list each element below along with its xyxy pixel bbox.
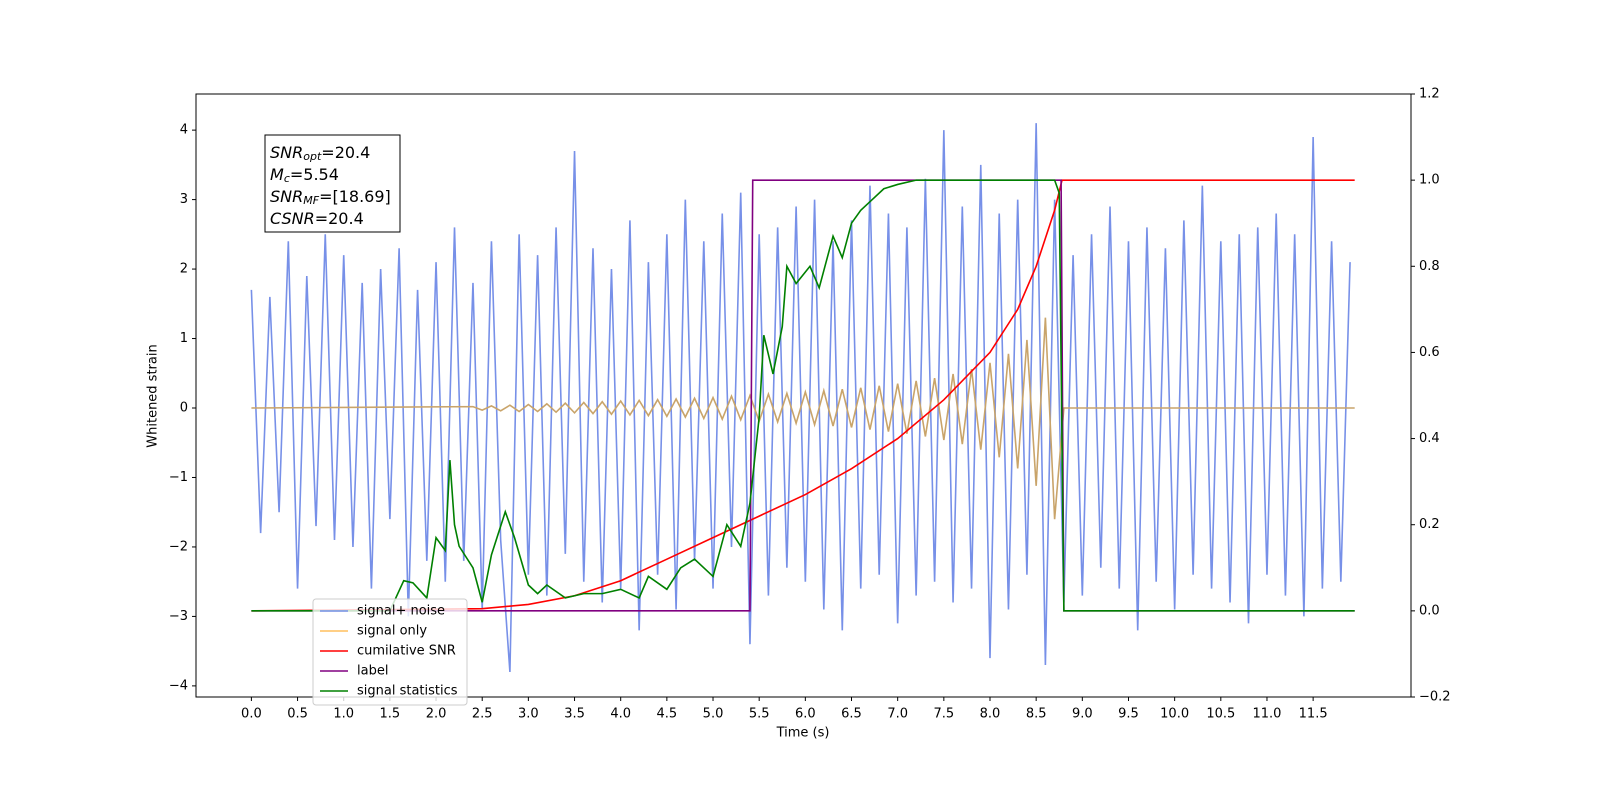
x-tick-label: 11.0 [1252,707,1281,722]
y2-tick-label: −0.2 [1419,690,1451,705]
stats-value: =20.4 [321,143,370,162]
x-tick-label: 7.0 [887,707,908,722]
stats-value: =20.4 [315,209,364,228]
x-tick-label: 4.0 [610,707,631,722]
legend-label: cumilative SNR [357,644,456,659]
x-tick-label: 6.5 [841,707,862,722]
stats-line: SNRMF=[18.69] [270,187,391,208]
y-tick-label: −2 [169,539,188,554]
x-tick-label: 4.5 [657,707,678,722]
y2-tick-label: 1.0 [1419,173,1440,188]
x-tick-label: 10.5 [1206,707,1235,722]
y-tick-label: −1 [169,470,188,485]
x-tick-label: 1.0 [333,707,354,722]
series-line [251,179,1355,612]
y-tick-label: 1 [180,331,188,346]
y-tick-label: 4 [180,123,188,138]
stats-box [264,134,401,233]
legend-box [312,598,468,706]
x-tick-label: 0.5 [287,707,308,722]
y2-tick-label: 1.2 [1419,87,1440,102]
x-tick-label: 9.5 [1118,707,1139,722]
x-tick-label: 6.0 [795,707,816,722]
stats-name: SNR [270,187,303,206]
y2-tick-label: 0.0 [1419,603,1440,618]
stats-name: M [270,165,284,184]
x-tick-label: 3.5 [564,707,585,722]
y2-tick-label: 0.4 [1419,431,1440,446]
stats-line: CSNR=20.4 [270,209,364,228]
y2-tick-label: 0.6 [1419,345,1440,360]
x-axis-label: Time (s) [776,726,830,741]
x-tick-label: 10.0 [1160,707,1189,722]
x-tick-label: 5.5 [749,707,770,722]
series-line [250,123,1351,673]
stats-line: SNRopt=20.4 [270,143,370,164]
stats-line: Mc=5.54 [270,165,339,186]
stats-value: =[18.69] [319,187,391,206]
y2-tick-label: 0.8 [1419,259,1440,274]
stats-value: =5.54 [290,165,339,184]
legend-label: signal statistics [357,684,458,699]
x-tick-label: 7.5 [933,707,954,722]
stats-sub: MF [303,194,319,207]
x-tick-label: 2.5 [472,707,493,722]
series-line [251,317,1355,520]
y-tick-label: 2 [180,262,188,277]
x-tick-label: 2.0 [426,707,447,722]
y-tick-label: −3 [169,609,188,624]
x-tick-label: 5.0 [703,707,724,722]
stats-name: SNR [270,143,303,162]
y-tick-label: 3 [180,192,188,207]
x-tick-label: 0.0 [241,707,262,722]
legend-label: signal only [357,624,427,639]
y-tick-label: −4 [169,678,188,693]
stats-name: CSNR [270,209,315,228]
stats-sub: opt [303,150,322,163]
y-axis-label: Whitened strain [146,344,161,447]
x-tick-label: 11.5 [1299,707,1328,722]
x-tick-label: 9.0 [1072,707,1093,722]
y-tick-label: 0 [180,401,188,416]
x-tick-label: 8.0 [980,707,1001,722]
axes-frame [195,93,1412,698]
legend-label: signal+ noise [357,604,445,619]
y2-tick-label: 0.2 [1419,517,1440,532]
x-tick-label: 8.5 [1026,707,1047,722]
x-tick-label: 1.5 [380,707,401,722]
stats-sub: c [284,172,290,185]
legend-label: label [357,664,388,679]
x-tick-label: 3.0 [518,707,539,722]
